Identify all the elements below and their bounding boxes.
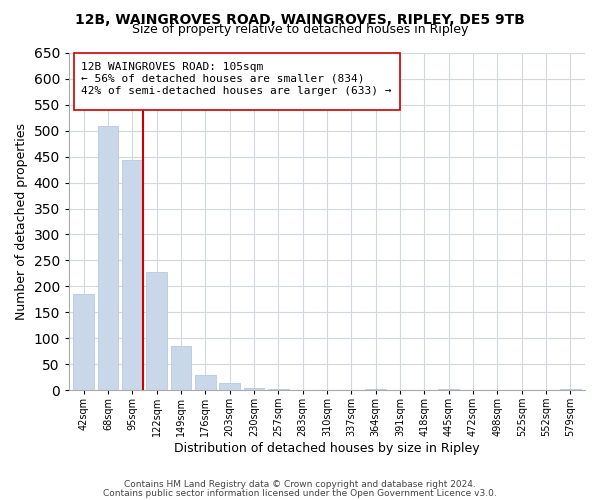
Bar [122,160,143,390]
Text: Contains HM Land Registry data © Crown copyright and database right 2024.: Contains HM Land Registry data © Crown c… [124,480,476,489]
Y-axis label: Number of detached properties: Number of detached properties [15,123,28,320]
FancyBboxPatch shape [74,53,400,110]
Text: 12B, WAINGROVES ROAD, WAINGROVES, RIPLEY, DE5 9TB: 12B, WAINGROVES ROAD, WAINGROVES, RIPLEY… [75,12,525,26]
Text: 12B WAINGROVES ROAD: 105sqm: 12B WAINGROVES ROAD: 105sqm [81,62,263,72]
Text: Contains public sector information licensed under the Open Government Licence v3: Contains public sector information licen… [103,488,497,498]
Bar [73,294,94,390]
Bar [219,384,240,390]
Text: 42% of semi-detached houses are larger (633) →: 42% of semi-detached houses are larger (… [81,86,392,96]
Text: ← 56% of detached houses are smaller (834): ← 56% of detached houses are smaller (83… [81,74,365,84]
Bar [170,346,191,390]
Bar [98,126,118,390]
X-axis label: Distribution of detached houses by size in Ripley: Distribution of detached houses by size … [174,442,480,455]
Bar [195,375,215,390]
Text: Size of property relative to detached houses in Ripley: Size of property relative to detached ho… [132,22,468,36]
Bar [244,388,264,390]
Bar [146,272,167,390]
